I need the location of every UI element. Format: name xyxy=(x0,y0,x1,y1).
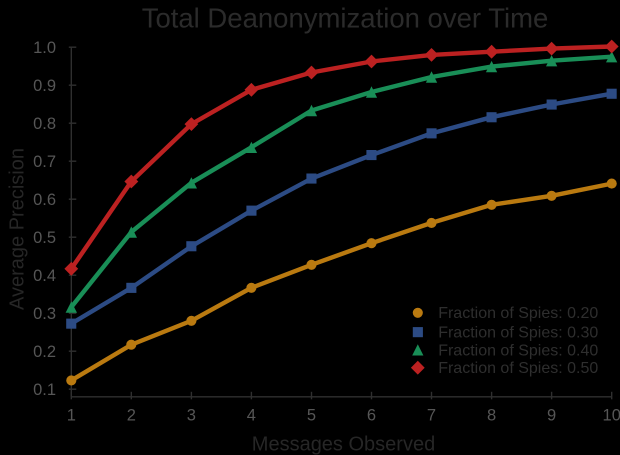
svg-text:1.0: 1.0 xyxy=(33,39,56,57)
svg-text:2: 2 xyxy=(127,406,136,424)
svg-text:1: 1 xyxy=(67,406,76,424)
svg-text:Messages Observed: Messages Observed xyxy=(252,434,435,455)
svg-text:7: 7 xyxy=(427,406,436,424)
svg-text:0.8: 0.8 xyxy=(33,115,56,133)
svg-text:4: 4 xyxy=(247,406,256,424)
svg-text:Fraction of Spies: 0.40: Fraction of Spies: 0.40 xyxy=(438,342,598,359)
svg-text:9: 9 xyxy=(547,406,556,424)
svg-text:Fraction of Spies: 0.20: Fraction of Spies: 0.20 xyxy=(438,305,598,322)
svg-text:Fraction of Spies: 0.30: Fraction of Spies: 0.30 xyxy=(438,325,598,342)
svg-text:0.4: 0.4 xyxy=(33,267,56,285)
svg-text:Fraction of Spies: 0.50: Fraction of Spies: 0.50 xyxy=(438,360,598,377)
svg-text:10: 10 xyxy=(603,406,620,424)
svg-text:3: 3 xyxy=(187,406,196,424)
svg-text:Total Deanonymization over Tim: Total Deanonymization over Time xyxy=(142,3,549,34)
svg-text:0.7: 0.7 xyxy=(33,153,56,171)
svg-text:0.1: 0.1 xyxy=(33,381,56,399)
svg-text:0.2: 0.2 xyxy=(33,343,56,361)
svg-text:0.9: 0.9 xyxy=(33,77,56,95)
svg-text:Average Precision: Average Precision xyxy=(7,148,29,310)
svg-text:6: 6 xyxy=(367,406,376,424)
svg-text:0.3: 0.3 xyxy=(33,305,56,323)
svg-text:5: 5 xyxy=(307,406,316,424)
svg-text:8: 8 xyxy=(487,406,496,424)
svg-text:0.5: 0.5 xyxy=(33,229,56,247)
svg-text:0.6: 0.6 xyxy=(33,191,56,209)
